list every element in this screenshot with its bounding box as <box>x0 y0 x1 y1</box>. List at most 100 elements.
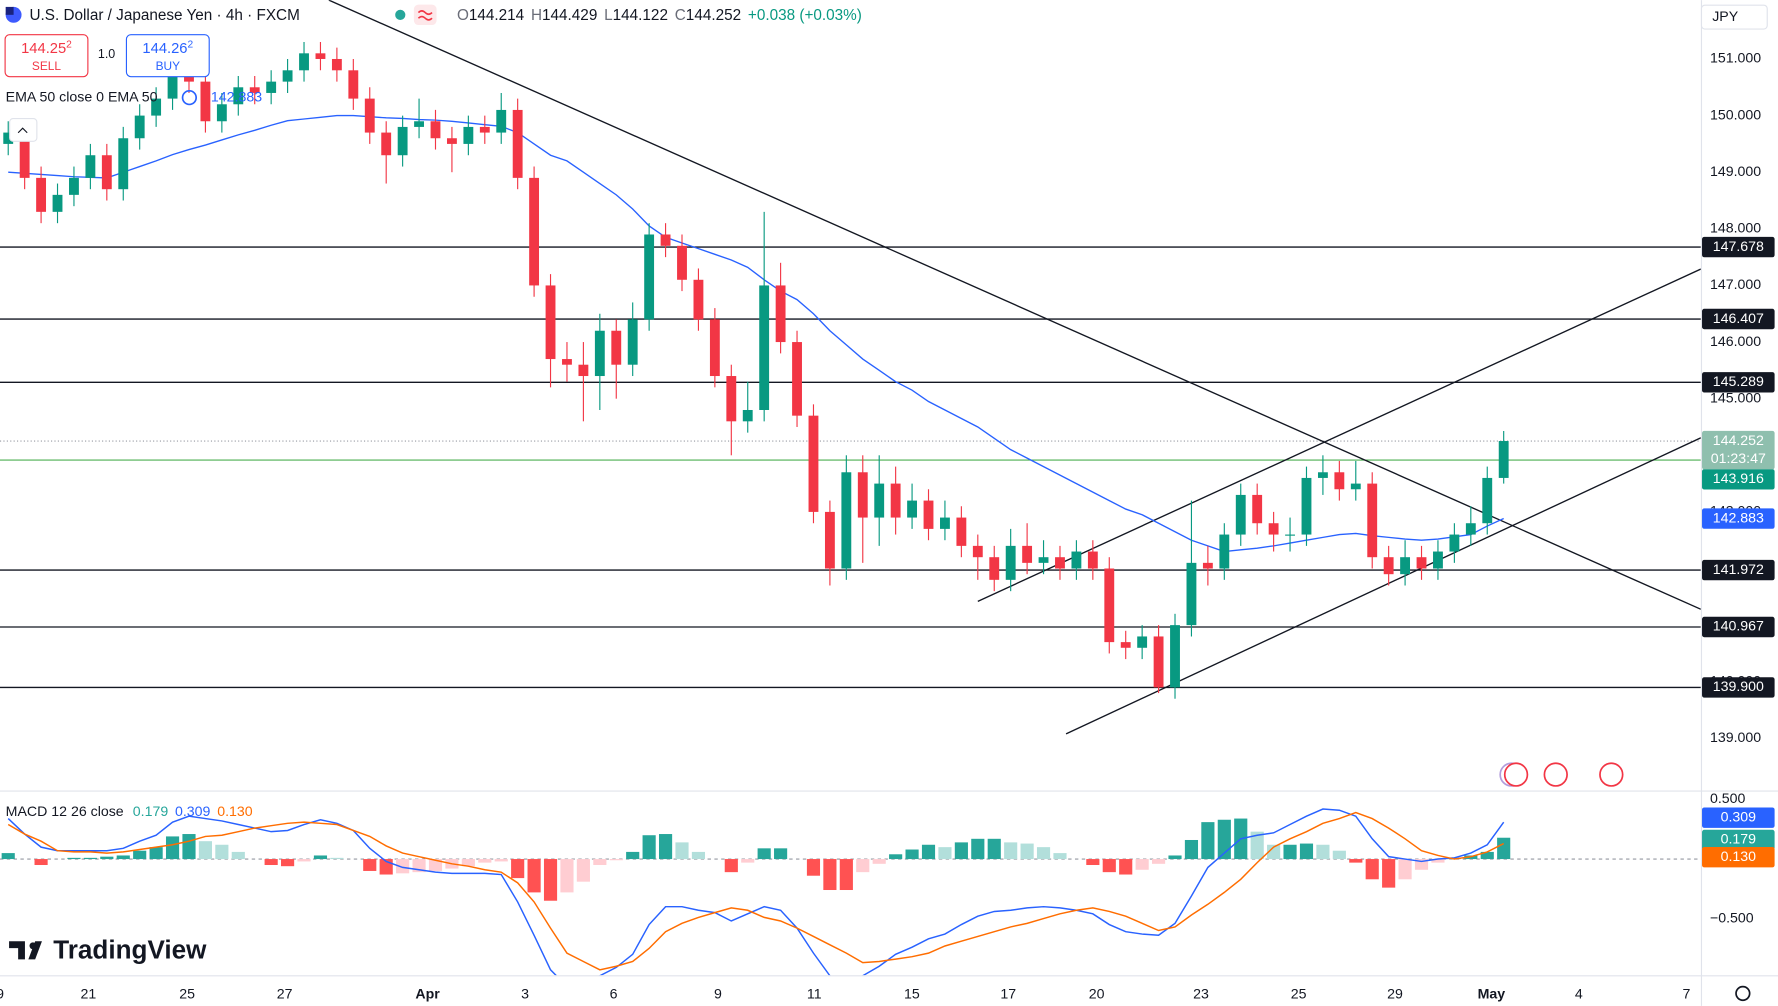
x-tick-label: 6 <box>610 986 618 1002</box>
candle-body <box>1153 636 1164 688</box>
candle-body <box>85 155 96 178</box>
histogram-bar <box>543 859 558 901</box>
histogram-bar <box>987 838 1001 860</box>
event-icon[interactable] <box>1543 762 1568 787</box>
buy-price-main: 144.26 <box>142 41 187 57</box>
buy-box <box>125 34 210 78</box>
flag-icon-part <box>5 6 14 15</box>
histogram-bar <box>823 859 837 891</box>
currency-button[interactable] <box>1700 4 1768 30</box>
candle-body <box>151 98 162 116</box>
compare-button[interactable] <box>413 4 437 26</box>
ohlc-value: 144.214 <box>469 7 525 24</box>
histogram-bar <box>971 838 985 860</box>
histogram-bar <box>1299 843 1314 860</box>
signal-axis-label: 0.130 <box>1721 849 1757 865</box>
y-tick-label: 148.000 <box>1710 221 1761 237</box>
level-label: 146.407 <box>1713 311 1764 327</box>
histogram-bar <box>1497 837 1511 860</box>
histogram-bar <box>494 859 508 862</box>
histogram-bar <box>642 835 656 860</box>
candle-body <box>594 330 605 377</box>
x-tick-label: May <box>1478 986 1506 1002</box>
level-label: 141.972 <box>1713 562 1764 578</box>
candle-body <box>677 245 687 280</box>
x-tick-label: 3 <box>521 986 529 1002</box>
histogram-bar <box>560 859 574 893</box>
buy-button[interactable]: 144.262 BUY <box>125 34 210 78</box>
candle-body <box>167 75 178 99</box>
sell-price-sup: 2 <box>66 39 72 50</box>
countdown: 01:23:47 <box>1711 451 1766 467</box>
histogram-bar <box>872 859 886 864</box>
y-tick-label: 139.000 <box>1710 730 1761 746</box>
trendline <box>977 268 1701 602</box>
collapse-icon <box>17 127 28 134</box>
histogram-bar <box>297 859 311 862</box>
histogram-bar <box>1036 847 1051 860</box>
macd-pane <box>0 808 1701 976</box>
histogram-bar <box>396 859 410 874</box>
histogram-axis-label-box <box>1702 829 1775 851</box>
candle-body <box>1449 534 1460 552</box>
event-icon[interactable] <box>1503 762 1529 787</box>
candle-body <box>36 177 47 212</box>
event-icon[interactable] <box>1599 762 1624 787</box>
histogram-bar <box>313 855 328 860</box>
histogram-bar <box>905 849 919 860</box>
macd-tick-label: −0.500 <box>1710 910 1754 926</box>
x-tick-label: 4 <box>1575 986 1583 1002</box>
candle-body <box>315 53 326 59</box>
histogram-bar <box>741 859 755 863</box>
candle-body <box>940 517 950 529</box>
candle-body <box>627 319 638 365</box>
candle-body <box>1301 477 1312 535</box>
market-status <box>395 9 406 20</box>
macd-axis-label: 0.309 <box>1721 809 1757 825</box>
candle-body <box>1317 472 1328 478</box>
green-line-label: 143.916 <box>1713 471 1764 487</box>
candle-body <box>874 483 885 518</box>
candle-body <box>52 194 63 212</box>
histogram-bar <box>461 859 475 867</box>
ohlc-value: 144.252 <box>686 7 741 24</box>
ema-legend-value: 142.883 <box>211 89 262 105</box>
settings-icon[interactable] <box>1735 985 1751 1002</box>
currency: JPY <box>1712 9 1739 25</box>
last-price-box <box>1702 430 1775 470</box>
candle-body <box>446 138 457 144</box>
level-label-box <box>1702 559 1775 581</box>
ema-line <box>8 114 1504 553</box>
main-pane <box>0 0 1701 735</box>
y-tick-label: 145.000 <box>1710 390 1761 406</box>
candle-body <box>19 132 30 178</box>
refresh-icon[interactable] <box>181 89 198 106</box>
candle-body <box>742 409 753 422</box>
histogram-bar <box>1 853 15 860</box>
ohlc-value: 144.429 <box>542 7 597 24</box>
candle-body <box>956 517 967 546</box>
histogram-bar <box>658 834 673 860</box>
candle-body <box>1334 472 1345 490</box>
histogram-bar <box>1201 822 1215 860</box>
histogram-bar <box>1086 859 1100 866</box>
histogram-bar <box>527 859 541 893</box>
candle-body <box>1416 557 1427 569</box>
histogram-bar <box>889 854 903 860</box>
ohlc-label: H <box>531 7 542 24</box>
candle-body <box>299 53 309 71</box>
histogram-bar <box>691 851 706 860</box>
buy-price-sup: 2 <box>188 39 194 50</box>
histogram-bar <box>116 855 130 860</box>
candle-body <box>660 234 671 246</box>
candle-body <box>611 330 622 365</box>
y-tick-label: 151.000 <box>1710 51 1761 67</box>
sell-price-main: 144.25 <box>21 41 66 57</box>
logo-text: TradingView <box>53 934 207 964</box>
x-tick-label: Apr <box>415 986 440 1002</box>
sell-button[interactable]: 144.252 SELL <box>4 34 89 78</box>
collapse-button[interactable] <box>9 118 38 142</box>
candle-body <box>775 285 786 343</box>
candle-body <box>331 58 342 71</box>
histogram-bar <box>609 859 623 861</box>
